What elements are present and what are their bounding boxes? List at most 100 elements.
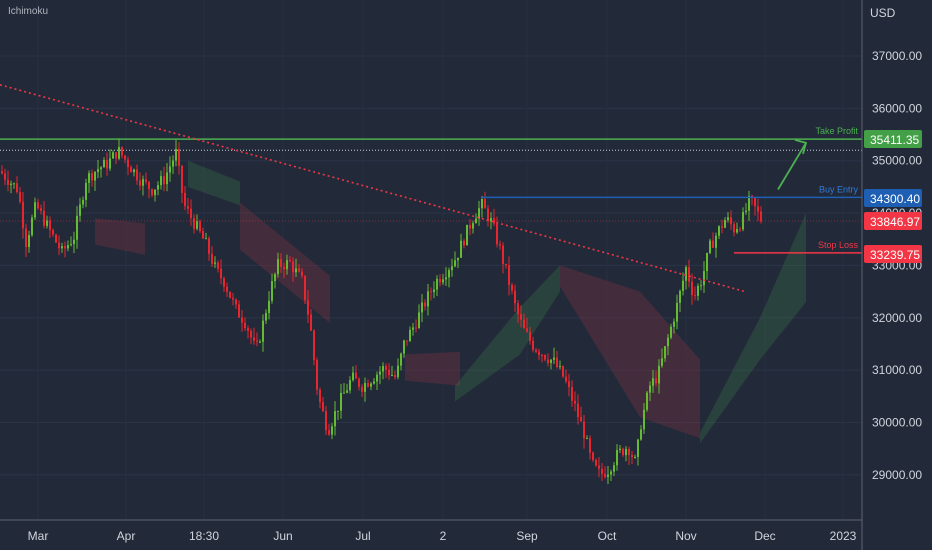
grid-lines bbox=[0, 55, 862, 476]
buy-entry-label: Buy Entry bbox=[819, 184, 859, 194]
candle-down bbox=[16, 183, 18, 193]
price-tick-label: 29000.00 bbox=[872, 468, 922, 482]
candle-down bbox=[199, 221, 201, 232]
candle-up bbox=[172, 160, 174, 167]
candle-up bbox=[346, 390, 348, 393]
cloud-bearish bbox=[405, 351, 460, 386]
candle-up bbox=[175, 148, 177, 161]
time-tick-label: Mar bbox=[28, 529, 49, 543]
candle-up bbox=[331, 426, 333, 435]
candle-down bbox=[145, 179, 147, 182]
candle-down bbox=[439, 278, 441, 283]
stop-loss-price: 33239.75 bbox=[870, 248, 920, 262]
candle-down bbox=[220, 268, 222, 279]
candle-down bbox=[52, 229, 54, 235]
time-tick-label: 18:30 bbox=[189, 529, 219, 543]
cloud-bullish bbox=[455, 265, 560, 402]
candle-up bbox=[94, 171, 96, 181]
candle-down bbox=[202, 231, 204, 239]
candle-down bbox=[283, 266, 285, 270]
candle-up bbox=[271, 281, 273, 301]
candle-up bbox=[268, 300, 270, 313]
price-label-take-profit: 35411.35 bbox=[864, 130, 922, 148]
candle-down bbox=[496, 223, 498, 245]
candle-up bbox=[34, 202, 36, 218]
candle-down bbox=[622, 448, 624, 456]
candle-up bbox=[727, 217, 729, 221]
candle-down bbox=[106, 160, 108, 169]
candle-up bbox=[103, 160, 105, 168]
candle-down bbox=[547, 359, 549, 364]
candle-up bbox=[652, 378, 654, 386]
candle-up bbox=[97, 169, 99, 172]
candle-up bbox=[391, 375, 393, 377]
candle-down bbox=[505, 263, 507, 266]
candle-down bbox=[298, 268, 300, 272]
price-axis[interactable]: 29000.0030000.0031000.0032000.0033000.00… bbox=[872, 49, 922, 482]
candle-down bbox=[529, 331, 531, 341]
candle-up bbox=[679, 290, 681, 303]
candle-down bbox=[514, 290, 516, 304]
candle-down bbox=[508, 265, 510, 285]
candle-down bbox=[307, 300, 309, 315]
candle-up bbox=[274, 274, 276, 282]
candle-down bbox=[487, 208, 489, 222]
candle-down bbox=[595, 459, 597, 466]
candle-down bbox=[655, 378, 657, 384]
price-tick-label: 32000.00 bbox=[872, 311, 922, 325]
candle-up bbox=[343, 392, 345, 394]
candle-down bbox=[22, 201, 24, 229]
candle-up bbox=[748, 195, 750, 211]
candle-up bbox=[634, 456, 636, 458]
candle-down bbox=[733, 224, 735, 233]
candle-up bbox=[466, 224, 468, 246]
time-axis[interactable]: Mar Apr 18:30 Jun Jul 2 Sep Oct Nov Dec 2023 bbox=[28, 529, 857, 543]
candle-down bbox=[604, 473, 606, 478]
candle-down bbox=[589, 438, 591, 453]
candle-up bbox=[376, 374, 378, 382]
trade-levels: Take Profit Buy Entry Stop Loss bbox=[0, 126, 862, 254]
candle-down bbox=[535, 349, 537, 352]
candle-up bbox=[661, 358, 663, 366]
candle-down bbox=[148, 181, 150, 190]
candle-up bbox=[403, 340, 405, 354]
candle-down bbox=[322, 402, 324, 412]
candle-down bbox=[280, 259, 282, 267]
candle-down bbox=[49, 220, 51, 230]
candle-up bbox=[61, 246, 63, 249]
candle-down bbox=[601, 468, 603, 474]
candle-down bbox=[1, 171, 3, 174]
candle-up bbox=[349, 380, 351, 391]
candle-down bbox=[730, 217, 732, 225]
candle-up bbox=[619, 448, 621, 450]
candle-up bbox=[745, 210, 747, 213]
time-tick-label: Jul bbox=[355, 529, 370, 543]
candle-down bbox=[394, 375, 396, 378]
candle-down bbox=[562, 366, 564, 377]
candle-down bbox=[517, 303, 519, 315]
currency-label: USD bbox=[870, 6, 896, 20]
candle-down bbox=[355, 372, 357, 379]
candle-up bbox=[697, 285, 699, 296]
candle-down bbox=[511, 284, 513, 291]
time-tick-label: Jun bbox=[273, 529, 292, 543]
candle-down bbox=[163, 176, 165, 185]
candle-down bbox=[244, 322, 246, 329]
projection-arrow-shaft bbox=[777, 142, 807, 190]
candle-up bbox=[472, 223, 474, 229]
candle-up bbox=[682, 280, 684, 291]
candle-down bbox=[40, 208, 42, 211]
candle-up bbox=[670, 326, 672, 338]
candle-up bbox=[409, 329, 411, 342]
candle-down bbox=[580, 417, 582, 422]
time-tick-label: Sep bbox=[516, 529, 538, 543]
candle-down bbox=[523, 319, 525, 329]
candle-up bbox=[451, 266, 453, 271]
candle-down bbox=[469, 224, 471, 229]
candle-down bbox=[316, 360, 318, 390]
candle-up bbox=[685, 267, 687, 281]
candle-up bbox=[88, 173, 90, 183]
candle-up bbox=[718, 226, 720, 236]
candle-up bbox=[82, 199, 84, 205]
